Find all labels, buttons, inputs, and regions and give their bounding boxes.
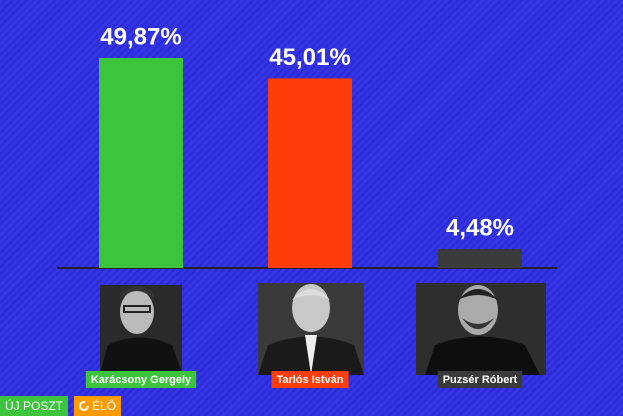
photo (100, 285, 182, 373)
name-label: Karácsony Gergely (91, 374, 192, 386)
photos (100, 283, 546, 375)
name-label-bg (85, 371, 197, 388)
photo (258, 283, 364, 375)
name-label: Puzsér Róbert (443, 374, 518, 386)
value-label: 49,87% (100, 23, 181, 50)
new-post-button[interactable]: ÚJ POSZT (0, 396, 69, 416)
name-label-bg (437, 371, 523, 388)
bar (99, 58, 183, 268)
value-label: 4,48% (446, 214, 514, 241)
name-label: Tarlós István (276, 374, 343, 386)
live-label: ÉLŐ (92, 399, 117, 413)
live-button[interactable]: ÉLŐ (74, 396, 122, 416)
bar (438, 249, 522, 268)
photo (416, 283, 546, 375)
name-label-bg (271, 371, 349, 388)
value-label: 45,01% (269, 44, 350, 71)
bar (268, 78, 352, 268)
refresh-icon (79, 401, 89, 411)
